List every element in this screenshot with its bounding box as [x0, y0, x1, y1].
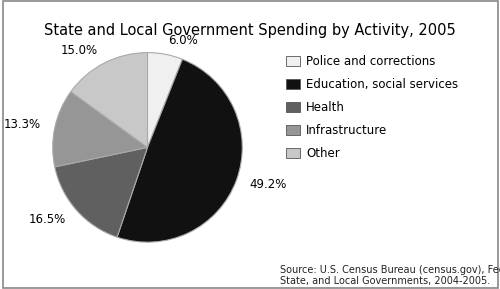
Wedge shape	[54, 147, 148, 237]
Wedge shape	[117, 59, 242, 242]
Wedge shape	[52, 92, 148, 167]
Text: State and Local Government Spending by Activity, 2005: State and Local Government Spending by A…	[44, 23, 456, 38]
Text: Source: U.S. Census Bureau (census.gov), Federal,
State, and Local Governments, : Source: U.S. Census Bureau (census.gov),…	[280, 264, 500, 286]
Wedge shape	[148, 53, 182, 147]
Text: 49.2%: 49.2%	[250, 179, 287, 191]
Text: 16.5%: 16.5%	[28, 213, 66, 226]
Text: 6.0%: 6.0%	[168, 34, 198, 47]
Wedge shape	[71, 53, 148, 147]
Text: 13.3%: 13.3%	[4, 118, 41, 131]
Legend: Police and corrections, Education, social services, Health, Infrastructure, Othe: Police and corrections, Education, socia…	[286, 55, 458, 160]
Text: 15.0%: 15.0%	[61, 44, 98, 57]
